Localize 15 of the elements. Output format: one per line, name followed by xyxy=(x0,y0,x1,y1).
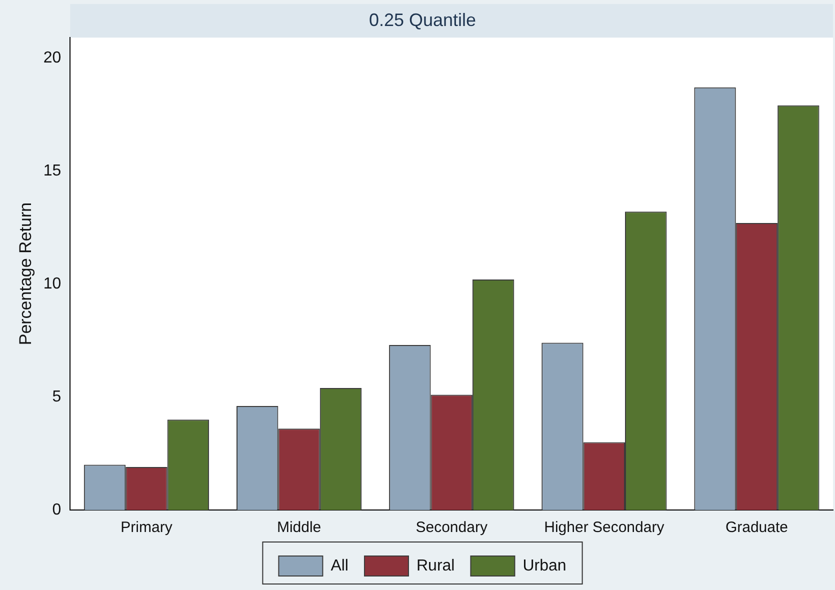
x-tick-label: Secondary xyxy=(416,519,488,536)
x-tick-label: Graduate xyxy=(725,519,788,536)
y-tick-label: 5 xyxy=(52,388,62,406)
y-tick-label: 0 xyxy=(52,501,62,518)
y-axis-title: Percentage Return xyxy=(16,202,35,346)
y-tick-label: 10 xyxy=(43,275,62,292)
y-tick-label: 15 xyxy=(43,162,62,180)
chart-title: 0.25 Quantile xyxy=(368,10,476,30)
y-tick-label: 20 xyxy=(43,49,62,66)
legend-label: All xyxy=(330,557,348,574)
legend-label: Rural xyxy=(416,557,455,574)
legend-label: Urban xyxy=(522,557,566,574)
x-tick-label: Middle xyxy=(276,519,322,536)
x-tick-label: Primary xyxy=(120,519,173,536)
x-tick-label: Higher Secondary xyxy=(544,519,665,536)
